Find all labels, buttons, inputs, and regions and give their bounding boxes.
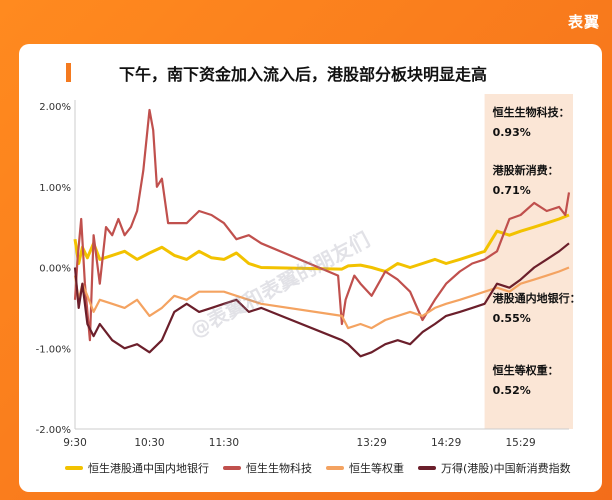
annotation-value: 0.55% (493, 312, 531, 325)
x-tick-label: 15:29 (505, 437, 535, 449)
highlight-band (484, 94, 573, 429)
series-line-1 (73, 213, 570, 273)
y-tick-label: 2.00% (39, 102, 71, 113)
legend-swatch (223, 466, 241, 470)
legend-item-4: 万得(港股)中国新消费指数 (418, 460, 571, 476)
legend-swatch (326, 466, 344, 470)
legend-label: 恒生港股通中国内地银行 (88, 462, 209, 475)
legend-swatch (65, 466, 83, 470)
annotation-label: 恒生生物科技： (493, 105, 570, 119)
annotation-value: 0.52% (493, 384, 531, 397)
legend-item-3: 恒生等权重 (326, 460, 404, 476)
chart-legend: 恒生港股通中国内地银行 恒生生物科技 恒生等权重 万得(港股)中国新消费指数 (65, 458, 571, 478)
y-tick-label: 0.00% (39, 264, 71, 275)
y-tick-label: 1.00% (39, 183, 71, 194)
legend-swatch (418, 466, 436, 470)
annotation-label: 港股新消费： (493, 163, 559, 177)
series-line-4 (73, 242, 570, 358)
y-tick-label: -2.00% (36, 425, 71, 436)
legend-label: 恒生生物科技 (246, 462, 312, 475)
title-accent-bar (66, 63, 71, 82)
annotation-label: 港股通内地银行： (493, 291, 581, 305)
chart-title: 下午，南下资金加入流入后，港股部分板块明显走高 (119, 65, 488, 84)
annotation-label: 恒生等权重： (493, 363, 559, 377)
annotation-value: 0.93% (493, 126, 531, 139)
annotation-value: 0.71% (493, 184, 531, 197)
y-tick-label: -1.00% (36, 344, 71, 355)
x-tick-label: 9:30 (63, 437, 87, 449)
legend-label: 万得(港股)中国新消费指数 (441, 462, 571, 475)
series-line-2 (73, 108, 571, 342)
brand-logo: 表翼 (567, 13, 600, 31)
line-chart: 2.00% 1.00% 0.00% -1.00% -2.00%9:30 10:30 11:3… (36, 94, 581, 449)
chart-card: 下午，南下资金加入流入后，港股部分板块明显走高 2.00% 1.00% 0.00% -… (19, 44, 602, 492)
legend-label: 恒生等权重 (349, 462, 404, 475)
x-tick-label: 13:29 (357, 437, 387, 449)
legend-item-2: 恒生生物科技 (223, 460, 312, 476)
legend-item-1: 恒生港股通中国内地银行 (65, 460, 209, 476)
x-tick-label: 10:30 (134, 437, 164, 449)
x-tick-label: 11:30 (209, 437, 239, 449)
x-tick-label: 14:29 (431, 437, 461, 449)
